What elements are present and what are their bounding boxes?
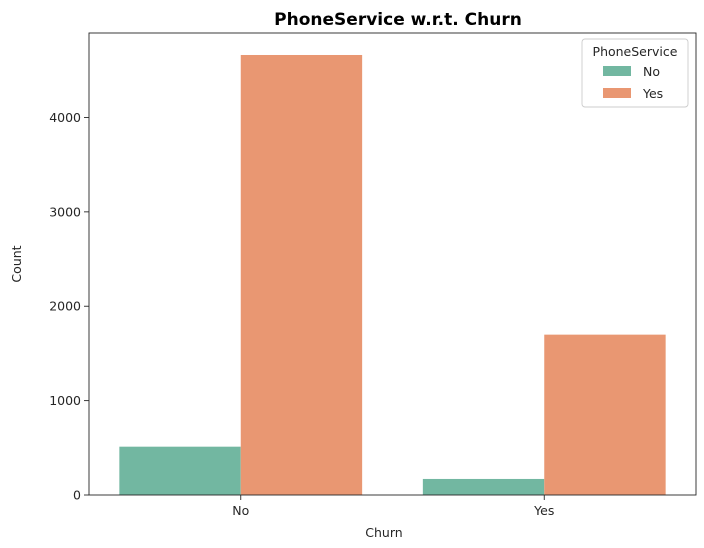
legend-label-no: No [643, 64, 660, 79]
x-tick-label: No [232, 503, 249, 518]
y-axis: 0 1000 2000 3000 4000 [49, 110, 89, 503]
x-axis-label: Churn [365, 525, 402, 540]
y-tick-label: 3000 [49, 204, 81, 219]
chart-title: PhoneService w.r.t. Churn [274, 10, 522, 30]
bar-yes-no [422, 478, 545, 495]
bar-no-yes [240, 54, 363, 495]
bar-yes-yes [544, 334, 666, 495]
x-tick-label: Yes [533, 503, 554, 518]
legend: PhoneService No Yes [581, 38, 689, 108]
y-tick-label: 0 [73, 488, 81, 503]
plot-frame [88, 32, 697, 496]
bar-no-no [119, 446, 241, 495]
y-axis-label: Count [9, 245, 24, 282]
x-axis: No Yes [232, 495, 554, 518]
legend-swatch-no [603, 66, 631, 76]
legend-swatch-yes [603, 88, 631, 98]
legend-title: PhoneService [593, 44, 678, 59]
y-tick-label: 1000 [49, 393, 81, 408]
y-tick-label: 2000 [49, 299, 81, 314]
y-tick-label: 4000 [49, 110, 81, 125]
bars-group [119, 54, 666, 495]
legend-label-yes: Yes [642, 86, 663, 101]
